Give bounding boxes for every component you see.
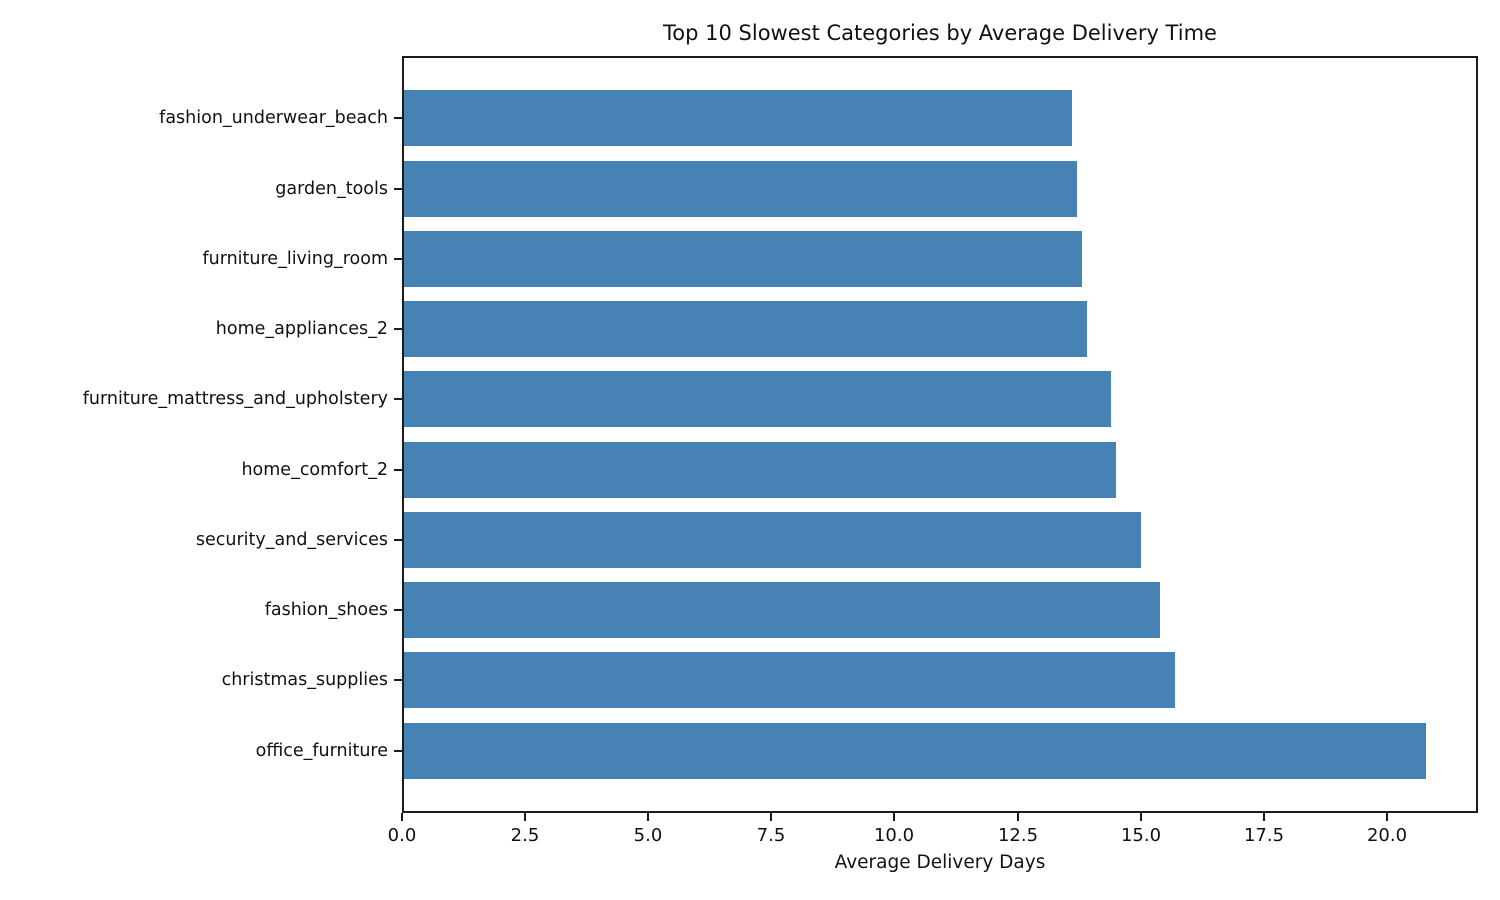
- x-tick-mark: [401, 813, 403, 821]
- bar-home_appliances_2: [404, 301, 1087, 357]
- bar-furniture_living_room: [404, 231, 1082, 287]
- y-tick-label-garden_tools: garden_tools: [275, 179, 388, 199]
- bar-security_and_services: [404, 512, 1141, 568]
- x-tick-label: 7.5: [756, 825, 786, 846]
- x-tick-mark: [893, 813, 895, 821]
- y-tick-label-furniture_mattress_and_upholstery: furniture_mattress_and_upholstery: [82, 389, 388, 409]
- bar-office_furniture: [404, 723, 1426, 779]
- y-tick-label-security_and_services: security_and_services: [195, 530, 388, 550]
- y-tick-mark: [394, 679, 402, 681]
- y-tick-label-fashion_shoes: fashion_shoes: [264, 600, 388, 620]
- y-tick-label-christmas_supplies: christmas_supplies: [221, 670, 388, 690]
- x-axis-label: Average Delivery Days: [834, 852, 1046, 873]
- y-tick-mark: [394, 609, 402, 611]
- y-tick-mark: [394, 188, 402, 190]
- x-tick-label: 17.5: [1243, 825, 1285, 846]
- y-tick-mark: [394, 398, 402, 400]
- bar-christmas_supplies: [404, 652, 1175, 708]
- y-tick-mark: [394, 117, 402, 119]
- y-tick-label-office_furniture: office_furniture: [255, 741, 388, 761]
- x-tick-mark: [1386, 813, 1388, 821]
- bar-garden_tools: [404, 161, 1077, 217]
- x-tick-label: 0.0: [387, 825, 417, 846]
- y-tick-label-furniture_living_room: furniture_living_room: [202, 249, 388, 269]
- x-tick-mark: [1017, 813, 1019, 821]
- y-tick-mark: [394, 469, 402, 471]
- chart-title: Top 10 Slowest Categories by Average Del…: [663, 21, 1217, 45]
- bar-fashion_underwear_beach: [404, 90, 1072, 146]
- x-tick-label: 20.0: [1366, 825, 1408, 846]
- bar-fashion_shoes: [404, 582, 1160, 638]
- x-tick-label: 12.5: [997, 825, 1039, 846]
- x-tick-label: 2.5: [510, 825, 540, 846]
- y-tick-label-home_comfort_2: home_comfort_2: [241, 460, 388, 480]
- y-tick-mark: [394, 750, 402, 752]
- x-tick-mark: [1263, 813, 1265, 821]
- x-tick-mark: [647, 813, 649, 821]
- x-tick-label: 15.0: [1120, 825, 1162, 846]
- bar-home_comfort_2: [404, 442, 1116, 498]
- x-tick-label: 5.0: [633, 825, 663, 846]
- y-tick-label-fashion_underwear_beach: fashion_underwear_beach: [159, 108, 388, 128]
- y-tick-mark: [394, 539, 402, 541]
- x-tick-mark: [770, 813, 772, 821]
- x-tick-mark: [524, 813, 526, 821]
- bar-furniture_mattress_and_upholstery: [404, 371, 1111, 427]
- x-tick-label: 10.0: [873, 825, 915, 846]
- y-tick-mark: [394, 328, 402, 330]
- y-tick-label-home_appliances_2: home_appliances_2: [215, 319, 388, 339]
- y-tick-mark: [394, 258, 402, 260]
- x-tick-mark: [1140, 813, 1142, 821]
